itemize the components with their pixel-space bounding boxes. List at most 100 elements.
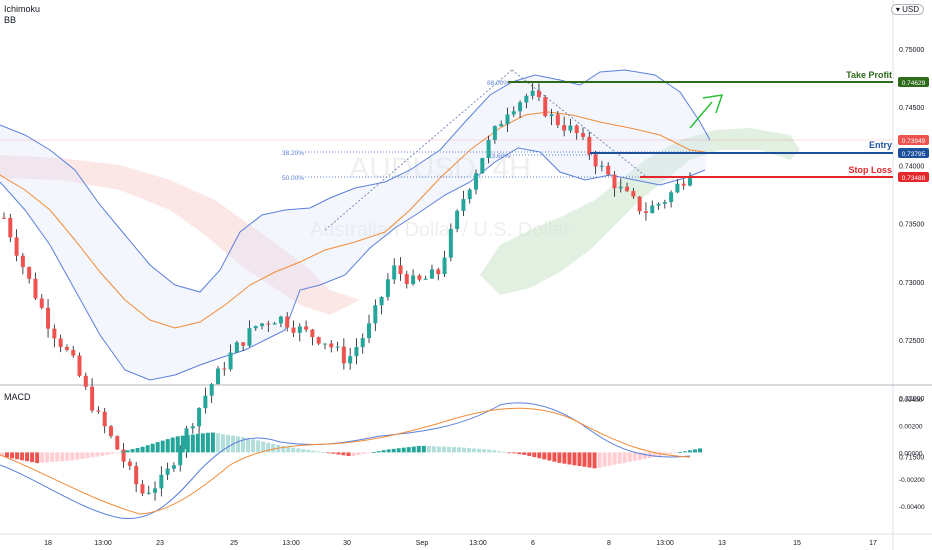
candle-body (360, 338, 365, 348)
macd-histogram-bar (461, 447, 466, 453)
fib-label: 50.00% (282, 175, 304, 182)
candle-body (2, 217, 6, 219)
macd-histogram-bar (492, 450, 497, 453)
macd-histogram-bar (692, 449, 697, 453)
candle-body (153, 488, 158, 493)
candle-body (215, 368, 220, 385)
macd-histogram-bar (456, 447, 461, 453)
candle-body (178, 449, 183, 466)
candle-body (448, 228, 453, 258)
candle-body (20, 255, 25, 268)
macd-histogram-bar (436, 446, 441, 453)
candle-body (134, 465, 139, 485)
candle-body (329, 343, 334, 348)
fib-trend-line (324, 69, 513, 231)
macd-histogram-bar (386, 449, 391, 453)
macd-histogram-bar (477, 448, 482, 453)
indicator-bb-label[interactable]: BB (4, 15, 17, 25)
candle-body (436, 269, 441, 275)
bollinger-lower-band (0, 147, 706, 381)
macd-histogram-bar (597, 452, 602, 468)
ichimoku-cloud-bullish (480, 128, 800, 295)
price-tick-label: 0.74000 (899, 163, 924, 170)
candle-body (234, 342, 239, 353)
macd-histogram-bar (25, 452, 30, 462)
macd-histogram-bar (85, 452, 90, 459)
candle-body (606, 165, 611, 175)
bollinger-upper-band (0, 69, 711, 293)
macd-histogram-bar (416, 445, 421, 453)
macd-histogram-bar (175, 436, 180, 453)
macd-histogram-bar (5, 452, 10, 458)
macd-histogram-bar (652, 452, 657, 458)
candle-body (675, 183, 680, 193)
take-profit-label: Take Profit (846, 70, 892, 80)
candle-body (650, 205, 655, 214)
candle-body (581, 133, 586, 137)
macd-histogram-bar (276, 445, 281, 453)
macd-histogram-bar (251, 439, 256, 453)
macd-histogram-bar (306, 449, 311, 453)
candle-body (599, 165, 604, 167)
macd-histogram-bar (451, 446, 456, 453)
macd-histogram-bar (35, 452, 40, 464)
indicator-macd-label[interactable]: MACD (4, 392, 31, 402)
time-tick-label: 8 (607, 540, 611, 547)
time-tick-label: 23 (156, 540, 164, 547)
fib-retrace-line (511, 69, 649, 179)
macd-histogram-bar (698, 448, 702, 453)
entry-label: Entry (869, 140, 892, 150)
macd-histogram-bar (341, 452, 346, 456)
indicator-ichimoku-label[interactable]: Ichimoku (4, 4, 41, 14)
price-tick-label: 0.75000 (899, 47, 924, 54)
macd-histogram-bar (346, 452, 351, 457)
currency-badge[interactable]: ▾ USD (890, 4, 924, 15)
candle-body (83, 375, 88, 387)
stop-loss-label: Stop Loss (848, 165, 892, 175)
macd-histogram-bar (662, 452, 667, 456)
stop-loss-price-badge-text: 0.73488 (902, 175, 926, 182)
macd-histogram-bar (326, 452, 331, 454)
macd-histogram-bar (607, 452, 612, 466)
macd-histogram-bar (472, 448, 477, 453)
candle-body (625, 186, 630, 192)
candle-body (291, 327, 296, 333)
candle-body (115, 436, 120, 450)
candle-body (247, 328, 252, 346)
macd-histogram-bar (467, 448, 472, 453)
candle-body (228, 352, 233, 370)
candle-body (461, 199, 466, 211)
candle-body (121, 449, 126, 462)
candle-body (417, 275, 422, 280)
macd-histogram-bar (50, 452, 55, 462)
candle-body (543, 97, 548, 117)
macd-histogram-bar (256, 440, 261, 453)
macd-histogram-bar (10, 452, 15, 459)
take-profit-price-badge-text: 0.74629 (902, 80, 926, 87)
candle-body (656, 203, 661, 206)
macd-histogram-bar (195, 433, 200, 453)
candle-body (197, 408, 202, 427)
macd-histogram-bar (557, 452, 562, 463)
candle-body (241, 342, 246, 346)
macd-histogram-bar (497, 451, 502, 453)
macd-histogram-bar (512, 452, 517, 454)
bollinger-basis-line (0, 111, 706, 329)
macd-tick-label: 0.00200 (899, 424, 923, 431)
forecast-arrow-shaft (689, 101, 713, 129)
macd-histogram-bar (301, 449, 306, 453)
candle-body (555, 114, 560, 126)
macd-histogram-bar (0, 452, 4, 457)
candle-body (39, 298, 44, 308)
macd-histogram-bar (376, 451, 381, 453)
macd-histogram-bar (552, 452, 557, 462)
candle-body (253, 326, 258, 329)
time-tick-label: 13:00 (282, 540, 300, 547)
candle-body (266, 323, 271, 325)
macd-histogram-bar (90, 452, 95, 458)
macd-histogram-bar (45, 452, 50, 463)
macd-histogram-bar (517, 452, 522, 455)
macd-histogram-bar (155, 442, 160, 453)
candle-body (165, 468, 170, 475)
time-tick-label: 13 (718, 540, 726, 547)
